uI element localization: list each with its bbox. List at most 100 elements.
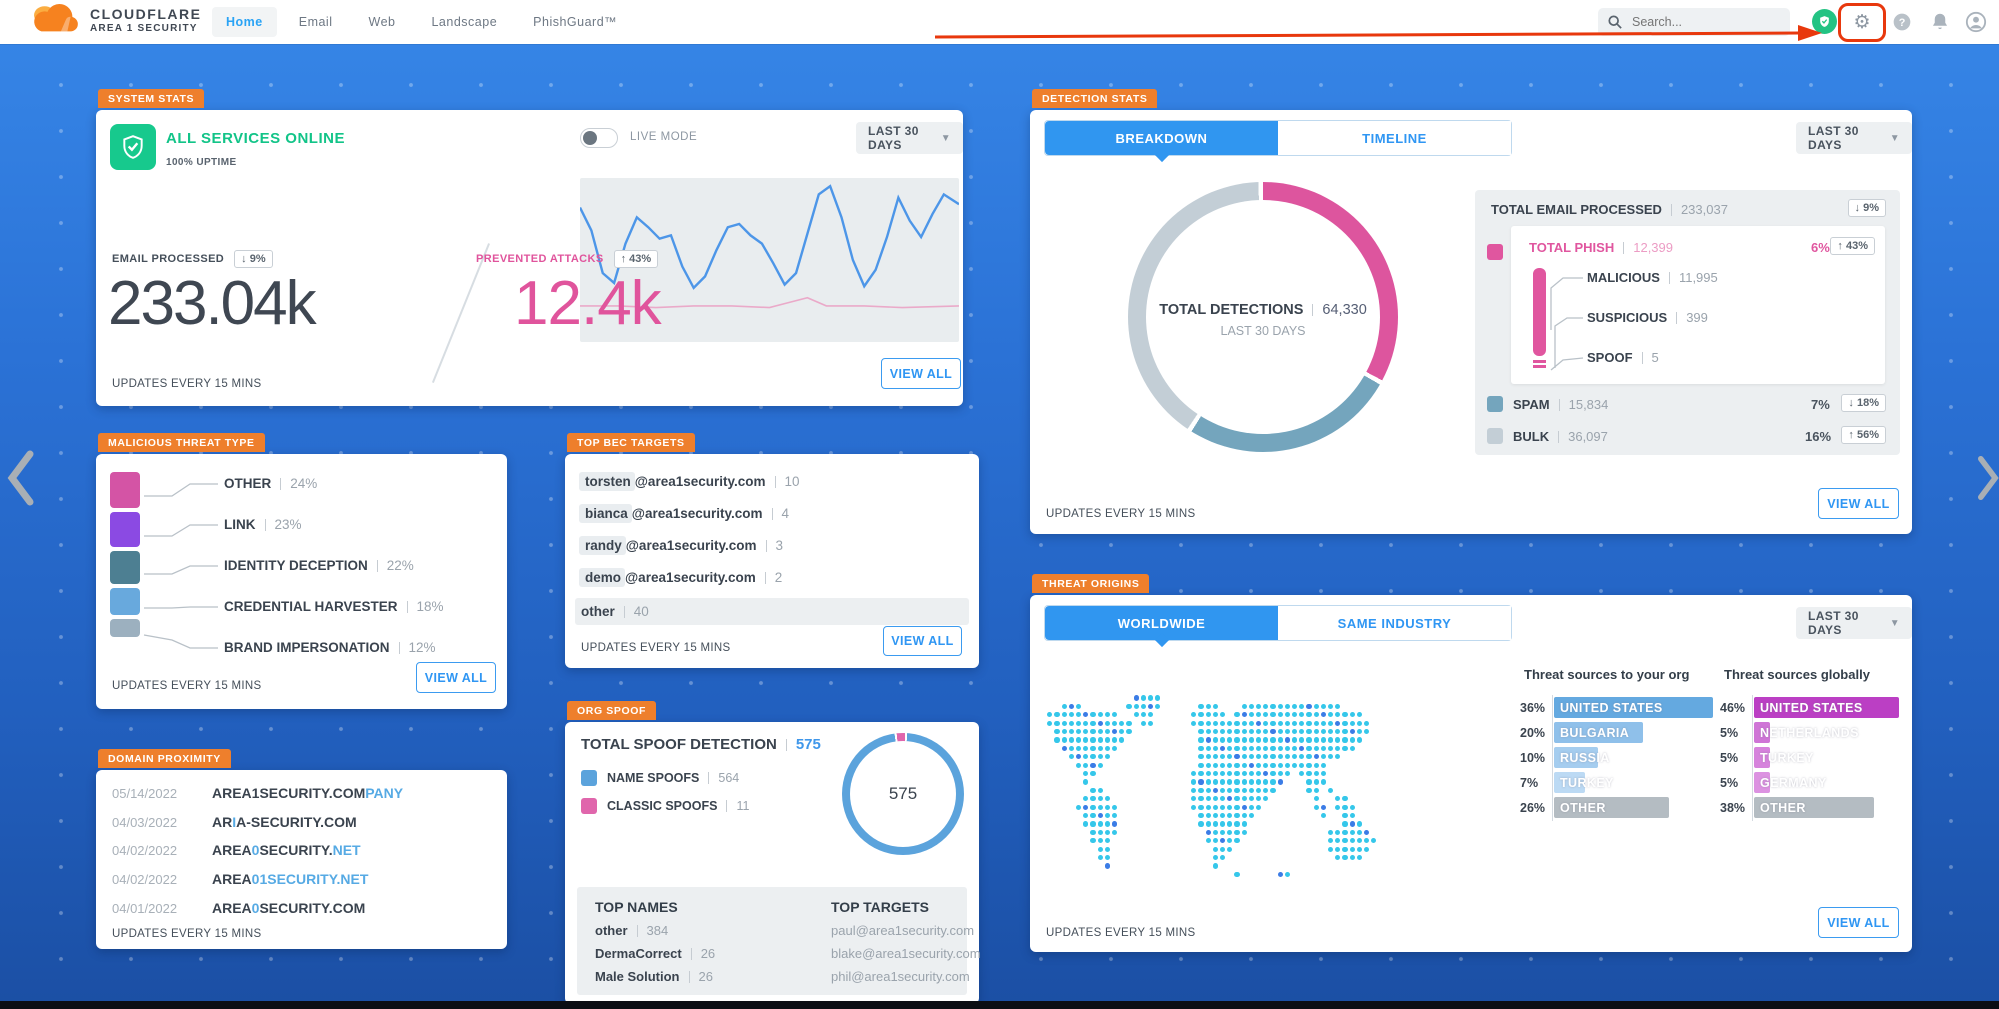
- threat-origins-range-dropdown[interactable]: LAST 30 DAYS ▼: [1796, 607, 1912, 639]
- cloudflare-logo[interactable]: CLOUDFLARE AREA 1 SECURITY: [30, 2, 201, 38]
- protection-status-icon[interactable]: [1812, 9, 1837, 34]
- org-pct: 20%: [1520, 726, 1546, 740]
- org-source-bar: OTHER: [1554, 797, 1670, 818]
- total-email-row: TOTAL EMAIL PROCESSED 233,037: [1491, 202, 1728, 217]
- phish-bar-dash: [1533, 365, 1546, 368]
- detection-view-all-button[interactable]: VIEW ALL: [1818, 488, 1899, 519]
- search-input[interactable]: [1630, 14, 1770, 30]
- domain-row: AREA0SECURITY.COM: [212, 900, 366, 916]
- page-right-chevron-icon[interactable]: [1976, 448, 1999, 508]
- org-spoof-card: ORG SPOOF TOTAL SPOOF DETECTION 575 NAME …: [565, 701, 981, 1004]
- settings-gear-button[interactable]: ⚙: [1848, 8, 1876, 36]
- threat-row: OTHER 24%: [224, 476, 318, 491]
- malicious-threat-view-all-button[interactable]: VIEW ALL: [416, 662, 496, 693]
- main-nav: Home Email Web Landscape PhishGuard™: [212, 0, 631, 44]
- org-sources-title: Threat sources to your org: [1524, 667, 1690, 682]
- search-box[interactable]: [1598, 8, 1790, 36]
- updates-note: UPDATES EVERY 15 MINS: [112, 928, 262, 940]
- top-bec-targets-card: TOP BEC TARGETS torsten @area1security.co…: [565, 433, 979, 668]
- threat-row: IDENTITY DECEPTION 22%: [224, 558, 414, 573]
- spoof-donut-center: 575: [888, 784, 918, 803]
- global-source-bar: NETHERLANDS: [1754, 722, 1858, 743]
- spoof-detail-panel: TOP NAMES TOP TARGETS other 384 DermaCorr…: [577, 887, 981, 995]
- malicious-row: MALICIOUS 11,995: [1587, 270, 1718, 285]
- phish-delta: ↑ 43%: [1830, 237, 1875, 255]
- spoof-donut-chart: 575: [842, 733, 964, 855]
- detection-stats-badge: DETECTION STATS: [1032, 89, 1158, 108]
- tab-timeline[interactable]: TIMELINE: [1278, 121, 1511, 155]
- user-icon: [1965, 11, 1987, 33]
- uptime-label: 100% UPTIME: [166, 157, 237, 168]
- domain-proximity-badge: DOMAIN PROXIMITY: [98, 749, 231, 768]
- org-pct: 7%: [1520, 776, 1539, 790]
- threat-chip-other: [110, 472, 140, 508]
- org-pct: 36%: [1520, 701, 1546, 715]
- threat-origins-tabs: WORLDWIDE SAME INDUSTRY: [1044, 605, 1512, 641]
- classic-spoofs-chip: [581, 798, 597, 814]
- email-processed-delta: ↓ 9%: [234, 250, 273, 268]
- system-stats-range-dropdown[interactable]: LAST 30 DAYS ▼: [856, 122, 963, 154]
- phish-pct: 6%: [1811, 240, 1830, 255]
- help-button[interactable]: ?: [1888, 8, 1916, 36]
- phish-bar-dash: [1533, 360, 1546, 363]
- brand-name: CLOUDFLARE: [90, 5, 202, 22]
- threat-row: CREDENTIAL HARVESTER 18%: [224, 599, 444, 614]
- threat-origins-view-all-button[interactable]: VIEW ALL: [1818, 907, 1899, 938]
- top-names-title: TOP NAMES: [595, 899, 678, 915]
- tab-breakdown[interactable]: BREAKDOWN: [1045, 121, 1278, 155]
- spoof-row: SPOOF 5: [1587, 350, 1659, 365]
- org-pct: 26%: [1520, 801, 1546, 815]
- name-spoofs-chip: [581, 770, 597, 786]
- domain-row-date: 04/02/2022: [112, 872, 178, 887]
- domain-proximity-card: DOMAIN PROXIMITY 05/14/2022 AREA1SECURIT…: [96, 749, 507, 949]
- nav-item-home[interactable]: Home: [212, 7, 277, 37]
- nav-item-web[interactable]: Web: [368, 15, 396, 29]
- account-button[interactable]: [1962, 8, 1990, 36]
- phish-bar: [1533, 268, 1546, 356]
- threat-chip-identity-deception: [110, 551, 140, 584]
- prevented-attacks-label: PREVENTED ATTACKS: [476, 253, 604, 265]
- nav-item-landscape[interactable]: Landscape: [431, 15, 498, 29]
- bec-view-all-button[interactable]: VIEW ALL: [883, 626, 962, 656]
- detection-range-dropdown[interactable]: LAST 30 DAYS ▼: [1796, 122, 1912, 154]
- threat-chip-brand-impersonation: [110, 619, 140, 637]
- shield-check-icon: [1820, 16, 1829, 27]
- prevented-attacks-value: 12.4k: [514, 269, 662, 338]
- tab-same-industry[interactable]: SAME INDUSTRY: [1278, 606, 1511, 640]
- nav-item-email[interactable]: Email: [298, 15, 333, 29]
- nav-item-phishguard[interactable]: PhishGuard™: [533, 15, 618, 29]
- bulk-chip: [1487, 428, 1503, 444]
- system-stats-view-all-button[interactable]: VIEW ALL: [881, 358, 961, 389]
- name-spoofs-legend: NAME SPOOFS 564: [607, 771, 740, 785]
- prevented-attacks-delta: ↑ 43%: [613, 250, 659, 268]
- phish-subpanel: TOTAL PHISH 12,399 6% ↑ 43% MALICIOUS 11,9…: [1511, 226, 1885, 384]
- org-source-bar: BULGARIA: [1554, 722, 1643, 743]
- toggle-knob: [583, 131, 597, 145]
- top-name-row: other 384: [595, 923, 669, 938]
- page-left-chevron-icon[interactable]: [6, 448, 36, 508]
- services-status: ALL SERVICES ONLINE: [166, 130, 345, 147]
- notifications-button[interactable]: [1926, 8, 1954, 36]
- global-pct: 46%: [1720, 701, 1746, 715]
- org-source-bar: UNITED STATES: [1554, 697, 1714, 718]
- global-pct: 5%: [1720, 751, 1739, 765]
- total-email-delta: ↓ 9%: [1847, 199, 1886, 217]
- gear-icon: ⚙: [1853, 11, 1871, 33]
- org-source-bar: RUSSIA: [1554, 747, 1609, 768]
- tab-worldwide[interactable]: WORLDWIDE: [1045, 606, 1278, 640]
- updates-note: UPDATES EVERY 15 MINS: [1046, 508, 1196, 520]
- live-mode-toggle[interactable]: [580, 128, 618, 148]
- legend-connectors: [143, 483, 218, 649]
- domain-row-date: 04/03/2022: [112, 815, 178, 830]
- system-stats-card: SYSTEM STATS ALL SERVICES ONLINE 100% UP…: [96, 89, 963, 406]
- global-pct: 5%: [1720, 776, 1739, 790]
- detections-donut-chart: [1128, 182, 1398, 452]
- chevron-down-icon: ▼: [940, 132, 951, 144]
- phish-chip: [1487, 244, 1503, 260]
- spam-row: SPAM 15,834: [1513, 397, 1609, 412]
- system-stats-badge: SYSTEM STATS: [98, 89, 205, 108]
- malicious-threat-badge: MALICIOUS THREAT TYPE: [98, 433, 265, 452]
- detection-breakdown-panel: TOTAL EMAIL PROCESSED 233,037 ↓ 9% TOTAL …: [1475, 190, 1900, 455]
- malicious-threat-type-card: MALICIOUS THREAT TYPE OTHER 24% LINK 23% I…: [96, 433, 507, 709]
